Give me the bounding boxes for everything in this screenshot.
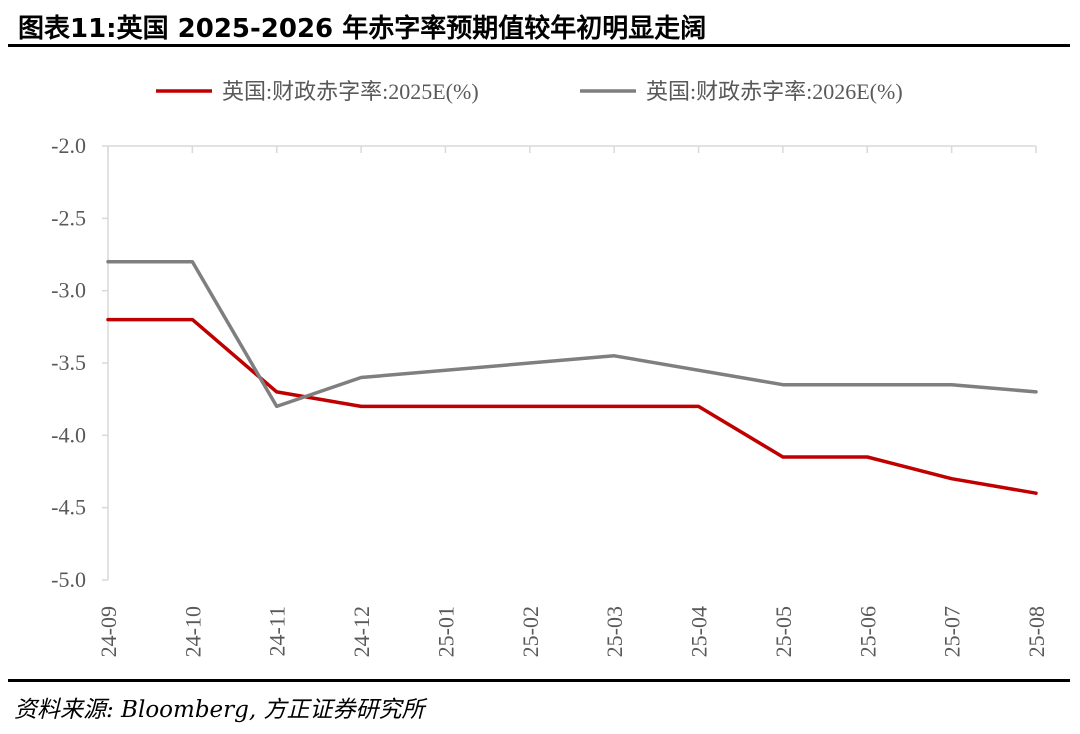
y-tick-label: -4.5 (51, 495, 86, 520)
y-tick-label: -2.5 (51, 205, 86, 230)
chart-series (106, 259, 1038, 495)
y-tick-label: -4.0 (51, 422, 86, 447)
x-tick-label: 24-11 (265, 606, 290, 657)
series-line-2026e (106, 259, 1038, 409)
x-tick-label: 24-09 (96, 606, 121, 657)
y-tick-label: -2.0 (51, 133, 86, 158)
x-tick-label: 25-07 (940, 606, 965, 657)
y-tick-label: -3.5 (51, 350, 86, 375)
top-rule (8, 44, 1070, 47)
figure-title: 图表11:英国 2025-2026 年赤字率预期值较年初明显走阔 (18, 14, 707, 44)
chart-axes: -2.0 -2.5 -3.0 -3.5 -4.0 -4.5 -5.0 24-09 24-10 24… (51, 133, 1049, 657)
y-tick-label: -5.0 (51, 567, 86, 592)
y-tick-label: -3.0 (51, 278, 86, 303)
x-tick-label: 25-04 (687, 606, 712, 657)
x-tick-label: 25-06 (855, 606, 880, 657)
x-tick-label: 25-05 (771, 606, 796, 657)
x-tick-label: 25-08 (1024, 606, 1049, 657)
bottom-rule (8, 679, 1070, 682)
x-tick-label: 25-01 (433, 606, 458, 657)
x-tick-label: 24-10 (180, 606, 205, 657)
legend-label: 英国:财政赤字率:2026E(%) (646, 79, 903, 104)
source-note: 资料来源: Bloomberg, 方正证券研究所 (14, 697, 425, 723)
x-tick-label: 24-12 (349, 606, 374, 657)
x-tick-label: 25-02 (518, 606, 543, 657)
chart-legend: 英国:财政赤字率:2025E(%) 英国:财政赤字率:2026E(%) (156, 79, 903, 104)
line-chart: 英国:财政赤字率:2025E(%) 英国:财政赤字率:2026E(%) -2.0-… (51, 79, 1049, 657)
series-line-2025e (106, 317, 1038, 495)
x-tick-label: 25-03 (602, 606, 627, 657)
legend-label: 英国:财政赤字率:2025E(%) (222, 79, 479, 104)
